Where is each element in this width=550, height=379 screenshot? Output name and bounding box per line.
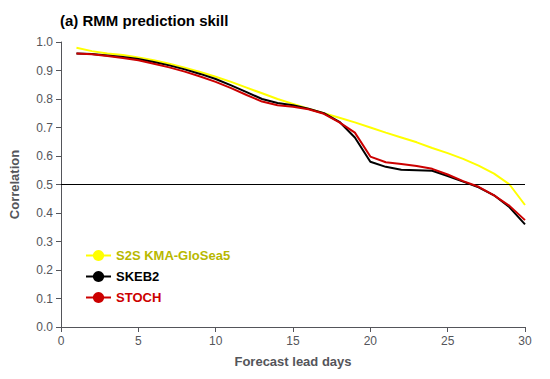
svg-text:S2S KMA-GloSea5: S2S KMA-GloSea5 [116, 248, 230, 263]
svg-text:Forecast lead days: Forecast lead days [234, 354, 351, 369]
svg-text:1.0: 1.0 [36, 35, 53, 49]
svg-text:0.4: 0.4 [36, 206, 53, 220]
svg-text:0.1: 0.1 [36, 292, 53, 306]
svg-text:0.0: 0.0 [36, 320, 53, 334]
svg-text:15: 15 [286, 334, 300, 348]
svg-text:STOCH: STOCH [116, 290, 161, 305]
svg-text:(a) RMM prediction skill: (a) RMM prediction skill [60, 12, 228, 29]
svg-text:5: 5 [135, 334, 142, 348]
svg-text:0: 0 [58, 334, 65, 348]
svg-text:Correlation: Correlation [7, 150, 22, 219]
svg-text:0.5: 0.5 [36, 178, 53, 192]
svg-text:0.7: 0.7 [36, 121, 53, 135]
svg-text:30: 30 [518, 334, 532, 348]
svg-text:SKEB2: SKEB2 [116, 269, 159, 284]
svg-text:0.2: 0.2 [36, 263, 53, 277]
svg-text:0.8: 0.8 [36, 92, 53, 106]
svg-text:20: 20 [364, 334, 378, 348]
svg-text:0.9: 0.9 [36, 64, 53, 78]
svg-text:0.6: 0.6 [36, 149, 53, 163]
svg-text:25: 25 [441, 334, 455, 348]
svg-text:0.3: 0.3 [36, 235, 53, 249]
svg-text:10: 10 [209, 334, 223, 348]
